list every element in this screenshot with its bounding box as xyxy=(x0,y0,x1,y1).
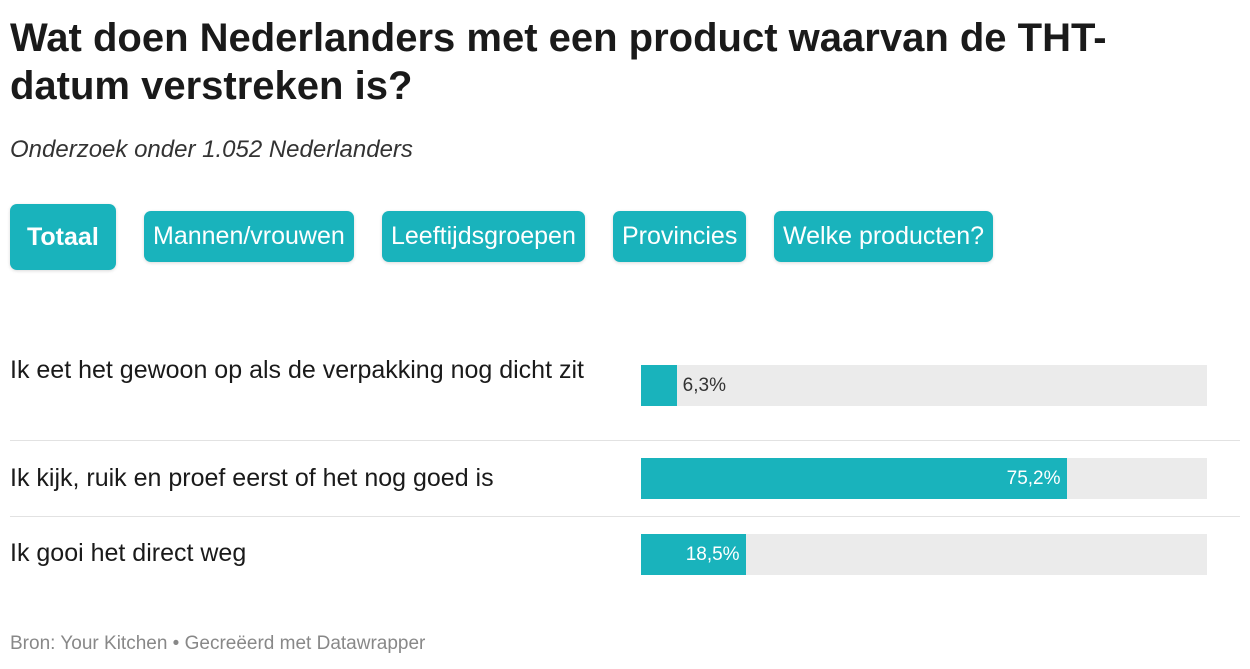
category-label: Ik gooi het direct weg xyxy=(10,539,247,567)
value-label: 75,2% xyxy=(1006,468,1061,489)
source: Bron: Your Kitchen • Gecreëerd met Dataw… xyxy=(10,633,426,654)
chart-title: Wat doen Nederlanders met een product wa… xyxy=(10,16,1107,108)
bar xyxy=(641,365,677,406)
tab[interactable]: Provincies xyxy=(613,211,747,262)
row-separator xyxy=(10,516,1240,517)
bar-track xyxy=(641,365,1207,406)
bar xyxy=(641,458,1067,499)
category-label: Ik kijk, ruik en proef eerst of het nog … xyxy=(10,464,494,492)
value-label: 18,5% xyxy=(685,544,740,565)
chart-subtitle: Onderzoek onder 1.052 Nederlanders xyxy=(10,136,413,163)
tab[interactable]: Leeftijdsgroepen xyxy=(382,211,585,262)
bar xyxy=(641,534,746,575)
category-label: Ik eet het gewoon op als de verpakking n… xyxy=(10,356,584,384)
tab[interactable]: Totaal xyxy=(10,204,116,270)
value-label: 6,3% xyxy=(682,375,726,396)
tab[interactable]: Welke producten? xyxy=(774,211,994,262)
row-separator xyxy=(10,440,1240,441)
tab[interactable]: Mannen/vrouwen xyxy=(144,211,354,262)
